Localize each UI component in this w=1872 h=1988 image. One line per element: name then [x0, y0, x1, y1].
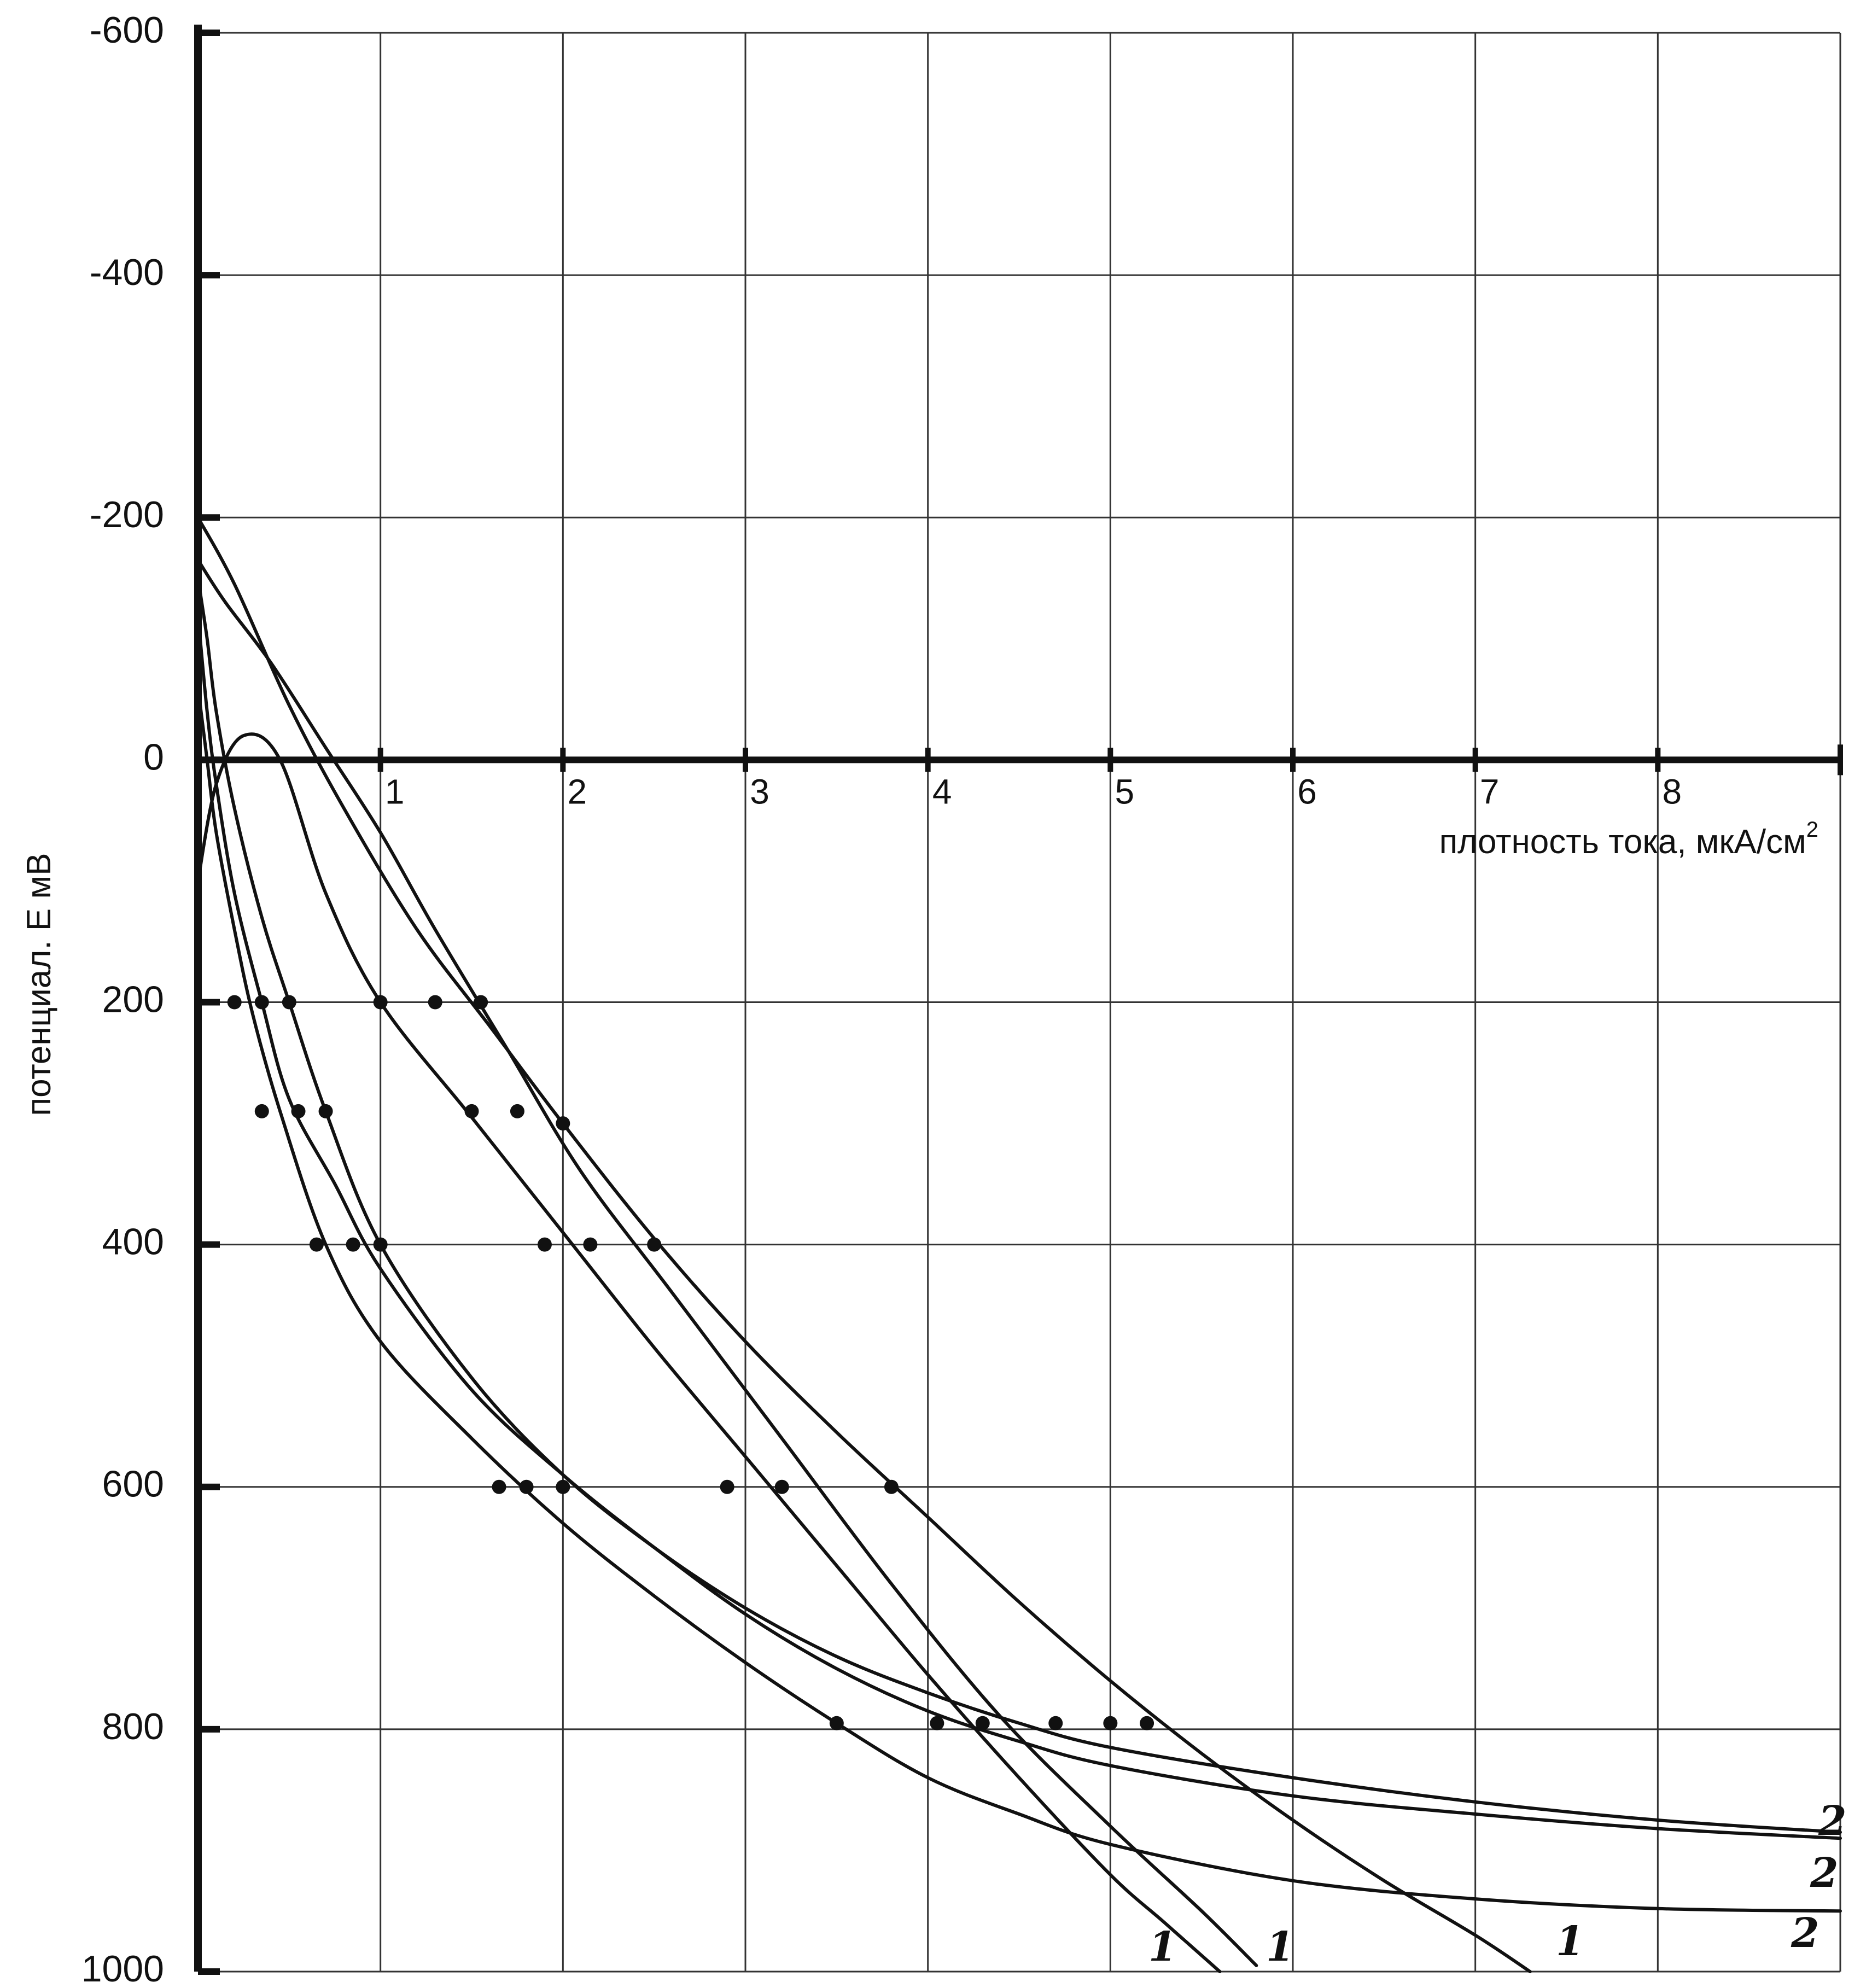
x-axis-title-text: плотность тока, мкА/см: [1439, 823, 1806, 861]
data-point: [583, 1237, 598, 1252]
data-point: [346, 1237, 360, 1252]
grid-lines: [198, 32, 1841, 1973]
axes: [194, 25, 1843, 1975]
data-point: [373, 1237, 388, 1252]
curve-3: [196, 516, 1532, 1973]
x-tick-labels: 1 2 3 4 5 6 7 8: [385, 772, 1682, 811]
data-point: [647, 1237, 662, 1252]
curve-5: [196, 613, 1842, 1840]
data-point: [829, 1716, 844, 1730]
curve-1: [196, 732, 1222, 1973]
data-point: [884, 1479, 899, 1494]
curve-4: [196, 685, 1842, 1913]
data-point: [1103, 1716, 1118, 1730]
y-tick-label: 200: [102, 978, 164, 1020]
data-point: [975, 1716, 990, 1730]
curve-label-4: 2: [1791, 1910, 1819, 1957]
y-tick-labels: -600 -400 -200 0 200 400 600 800 1000: [81, 9, 164, 1988]
data-point: [254, 1104, 269, 1118]
curve-label-6: 2: [1818, 1798, 1847, 1845]
y-tick-label: -200: [90, 494, 164, 535]
data-point: [282, 995, 296, 1010]
data-point: [309, 1237, 324, 1252]
data-points: [227, 995, 1154, 1730]
y-tick-label: -400: [90, 252, 164, 293]
y-tick-label: 400: [102, 1221, 164, 1263]
data-point: [254, 995, 269, 1010]
y-tick-label: 800: [102, 1706, 164, 1747]
curve-2: [196, 558, 1258, 1967]
x-tick-label: 6: [1297, 772, 1317, 811]
data-point: [474, 995, 488, 1010]
data-point: [428, 995, 442, 1010]
x-tick-label: 1: [385, 772, 405, 811]
data-point: [930, 1716, 944, 1730]
data-point: [519, 1479, 534, 1494]
data-point: [492, 1479, 506, 1494]
data-point: [291, 1104, 306, 1118]
x-tick-label: 7: [1480, 772, 1500, 811]
y-tick-label: 1000: [81, 1948, 164, 1988]
curve-label-3: 1: [1556, 1918, 1584, 1965]
data-point: [227, 995, 242, 1010]
data-point: [720, 1479, 734, 1494]
x-tick-label: 5: [1115, 772, 1135, 811]
curve-labels: 1 1 1 2 2 2: [1148, 1798, 1847, 1970]
data-point: [464, 1104, 479, 1118]
y-tick-label: -600: [90, 9, 164, 51]
data-point: [1140, 1716, 1154, 1730]
x-tick-label: 2: [568, 772, 587, 811]
curve-label-2: 1: [1266, 1923, 1294, 1970]
x-axis-title: плотность тока, мкА/см2: [1439, 818, 1818, 861]
curve-label-5: 2: [1810, 1850, 1839, 1897]
x-tick-label: 8: [1663, 772, 1682, 811]
y-tick-label: 600: [102, 1464, 164, 1505]
data-point: [556, 1116, 570, 1131]
data-point: [373, 995, 388, 1010]
x-tick-label: 3: [750, 772, 769, 811]
data-point: [537, 1237, 552, 1252]
data-point: [556, 1479, 570, 1494]
y-tick-label: 0: [143, 736, 164, 778]
data-point: [318, 1104, 333, 1118]
y-axis-title: потенциал. Е мВ: [20, 853, 58, 1116]
curve-6: [196, 576, 1842, 1834]
data-point: [774, 1479, 789, 1494]
x-axis-title-superscript: 2: [1806, 818, 1818, 842]
curve-label-1: 1: [1148, 1923, 1177, 1970]
data-point: [510, 1104, 524, 1118]
data-point: [1048, 1716, 1063, 1730]
x-tick-label: 4: [932, 772, 952, 811]
curves: [196, 516, 1842, 1973]
